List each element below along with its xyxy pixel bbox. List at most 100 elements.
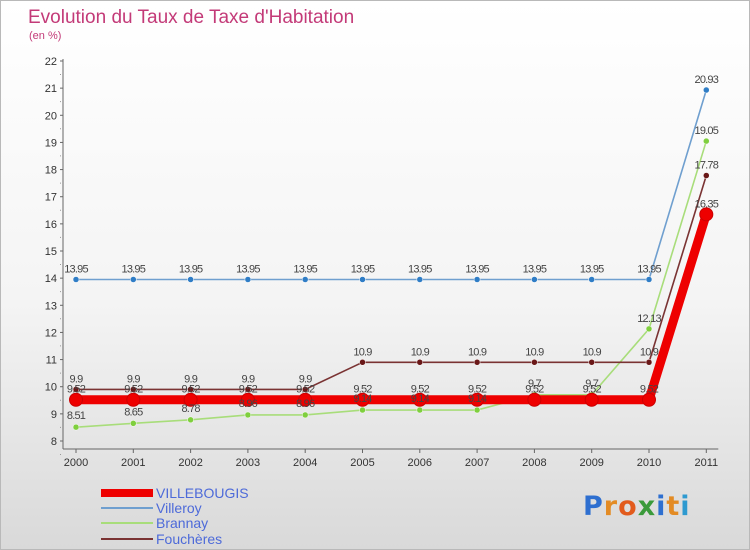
data-point	[130, 386, 137, 393]
data-label: 17.78	[695, 160, 719, 172]
data-label: 13.95	[465, 264, 489, 276]
y-tick-label: 17	[45, 192, 57, 204]
legend-label: Brannay	[156, 515, 209, 531]
data-point	[703, 86, 710, 94]
data-label: 9.52	[468, 384, 487, 396]
data-point	[412, 392, 427, 407]
y-tick-label: 20	[45, 110, 57, 122]
data-point	[645, 359, 653, 366]
data-label: 9.9	[127, 373, 141, 385]
chart-title: Evolution du Taux de Taxe d'Habitation	[28, 7, 355, 28]
data-label: 9.9	[241, 373, 255, 385]
legend-item-fouchères: Fouchères	[101, 531, 222, 547]
data-label: 9.52	[181, 384, 200, 396]
x-tick-label: 2006	[408, 457, 432, 469]
data-label: 9.52	[640, 384, 659, 396]
data-label: 13.95	[580, 264, 604, 276]
series-brannay	[72, 137, 710, 431]
data-point	[703, 172, 710, 179]
logo-letter: i	[680, 491, 691, 522]
data-point	[473, 276, 481, 283]
data-label: 8.78	[181, 403, 200, 415]
data-label: 8.96	[296, 398, 315, 410]
data-label: 9.52	[239, 384, 258, 396]
data-label: 13.95	[637, 264, 661, 276]
data-point	[240, 392, 255, 407]
data-label: 16.35	[695, 198, 719, 210]
data-point	[72, 386, 80, 393]
data-point	[72, 423, 80, 431]
legend-label: Fouchères	[156, 531, 223, 547]
data-point	[301, 276, 309, 283]
x-tick-label: 2004	[293, 457, 317, 469]
data-point	[187, 276, 194, 283]
data-point	[130, 276, 137, 283]
data-label: 10.9	[583, 346, 602, 358]
data-point	[527, 392, 542, 407]
data-label: 8.96	[239, 398, 258, 410]
x-tick-label: 2002	[178, 457, 202, 469]
data-label: 13.95	[64, 264, 88, 276]
data-point	[69, 392, 83, 407]
data-label: 13.95	[236, 264, 260, 276]
y-tick-label: 14	[45, 273, 57, 285]
x-tick-label: 2003	[236, 457, 260, 469]
data-point	[187, 386, 194, 393]
series-fouchères	[72, 172, 710, 393]
x-tick-label: 2010	[637, 457, 661, 469]
data-label: 19.05	[695, 125, 719, 137]
x-tick-label: 2009	[579, 457, 603, 469]
data-point	[645, 276, 653, 283]
x-tick-label: 2008	[522, 457, 546, 469]
series-line	[71, 209, 711, 405]
legend-label: VILLEBOUGIS	[156, 485, 249, 501]
y-tick-label: 18	[45, 165, 57, 177]
logo-letter: P	[583, 491, 604, 522]
legend-item-villebougis: VILLEBOUGIS	[101, 485, 249, 501]
data-label: 9.7	[585, 378, 599, 390]
proxiti-logo[interactable]: Proxiti	[583, 491, 691, 522]
data-point	[642, 392, 656, 407]
legend-swatch	[101, 522, 153, 524]
data-label: 20.93	[695, 74, 719, 86]
data-point	[416, 359, 424, 366]
data-label: 9.52	[411, 384, 430, 396]
y-tick-label: 15	[45, 246, 57, 258]
data-point	[355, 392, 370, 407]
data-point	[183, 392, 198, 407]
data-point	[588, 359, 595, 366]
data-label: 9.52	[124, 384, 143, 396]
data-label: 10.9	[525, 346, 544, 358]
data-point	[584, 392, 599, 407]
data-point	[359, 359, 366, 366]
data-label: 8.51	[67, 410, 86, 422]
data-label: 9.14	[468, 393, 487, 405]
y-tick-label: 19	[45, 137, 57, 149]
data-point	[531, 359, 538, 366]
data-label: 13.95	[523, 264, 547, 276]
data-label: 10.9	[468, 346, 487, 358]
y-tick-label: 8	[51, 436, 57, 448]
series-line	[75, 89, 708, 281]
y-tick-label: 21	[45, 83, 57, 95]
logo-letter: t	[666, 491, 681, 522]
data-point	[298, 392, 313, 407]
y-tick-label: 10	[45, 382, 57, 394]
y-tick-label: 22	[45, 56, 57, 68]
data-point	[473, 406, 481, 414]
data-point	[531, 276, 538, 283]
data-point	[703, 137, 710, 145]
data-point	[244, 276, 252, 283]
data-label: 9.52	[67, 384, 86, 396]
data-label: 13.95	[122, 264, 146, 276]
legend-label: Villeroy	[156, 500, 202, 516]
logo-letter: i	[656, 491, 667, 522]
data-label: 13.95	[351, 264, 375, 276]
data-label: 13.95	[408, 264, 432, 276]
logo-letter: r	[603, 491, 619, 522]
data-label: 9.14	[411, 393, 430, 405]
data-point	[126, 392, 141, 407]
legend-swatch	[101, 489, 153, 497]
data-point	[645, 325, 653, 333]
